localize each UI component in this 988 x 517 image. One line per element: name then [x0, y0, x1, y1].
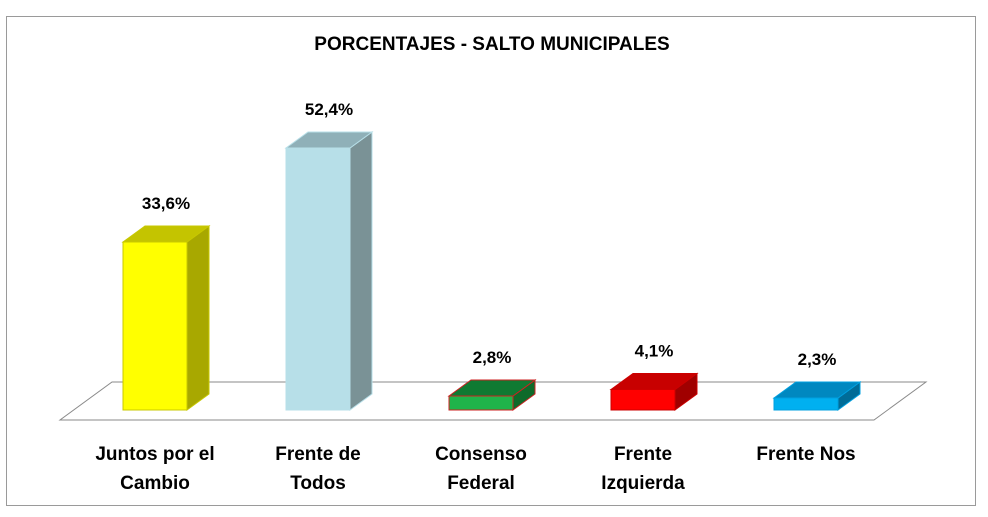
labels-group: 33,6% Juntos por el Cambio 52,4% Frente de To… — [95, 100, 855, 494]
category-label-1: Juntos por el Cambio — [95, 444, 214, 494]
bar-front — [448, 395, 514, 411]
data-label-1: 33,6% — [142, 194, 190, 213]
bar-side — [186, 225, 210, 411]
category-label-4: Frente Izquierda — [601, 444, 685, 494]
data-label-3: 2,8% — [473, 348, 512, 367]
bar-3 — [447, 379, 537, 411]
bar-side — [349, 131, 373, 411]
chart-title: PORCENTAJES - SALTO MUNICIPALES — [314, 34, 669, 55]
bar-1 — [121, 225, 211, 411]
bar-front — [773, 397, 839, 411]
data-label-5: 2,3% — [798, 350, 837, 369]
bar-front — [610, 389, 676, 411]
bar-front — [285, 147, 351, 411]
category-label-3: Consenso Federal — [435, 444, 527, 494]
bar-2 — [284, 131, 374, 411]
category-label-5: Frente Nos — [756, 444, 855, 465]
category-label-2: Frente de Todos — [275, 444, 361, 494]
bar-5 — [772, 381, 862, 411]
bar-4 — [609, 372, 699, 411]
data-label-2: 52,4% — [305, 100, 353, 119]
bars-group — [121, 131, 862, 411]
bar-front — [122, 241, 188, 411]
data-label-4: 4,1% — [635, 342, 674, 361]
